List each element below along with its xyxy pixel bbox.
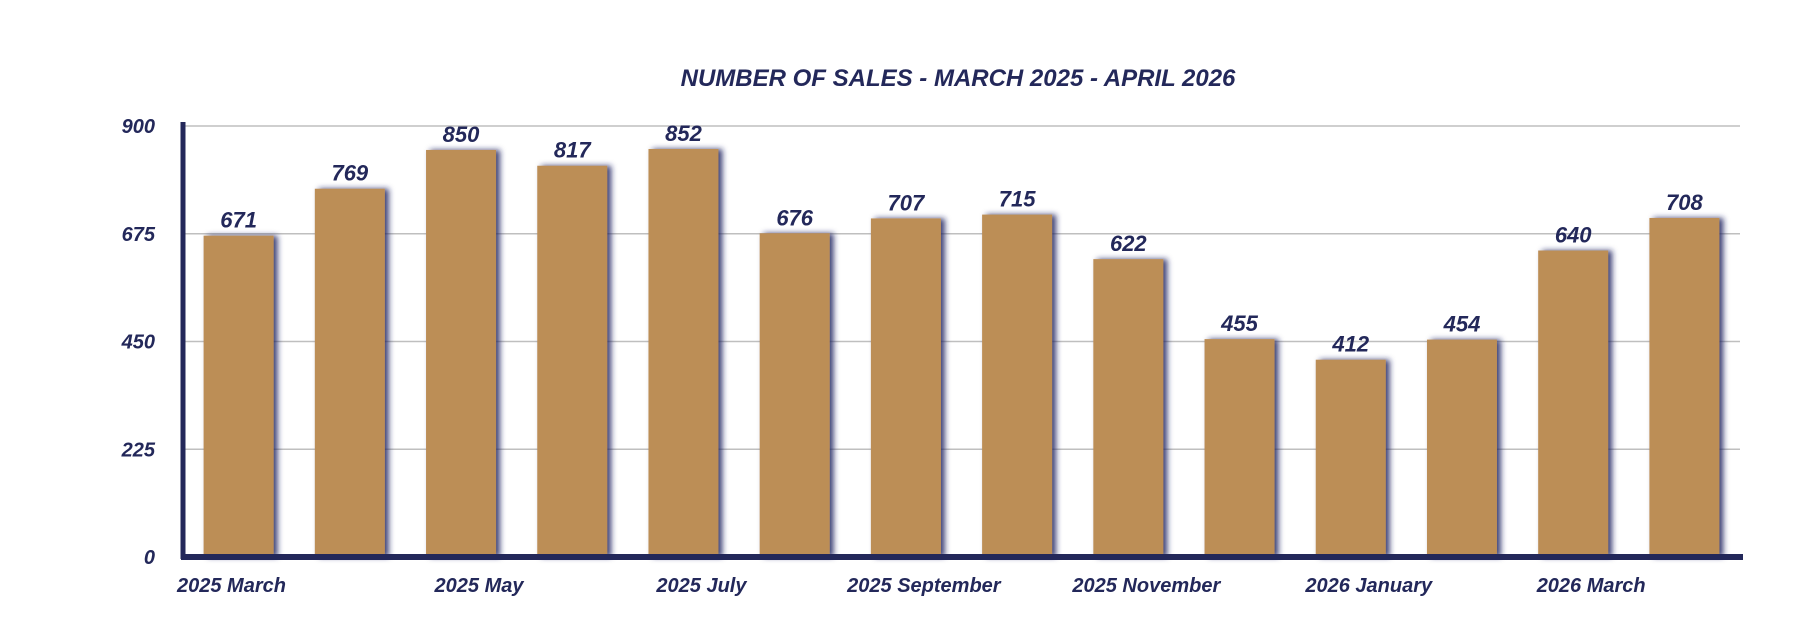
bar (537, 165, 608, 557)
x-tick-labels: 2025 March 2025 May 2025 July 2025 Septembe… (176, 575, 1646, 597)
data-label: 640 (1555, 223, 1592, 248)
x-tick-label: 2025 May (434, 575, 525, 597)
data-label: 454 (1443, 312, 1481, 337)
y-tick-labels: 0 225 450 675 900 (121, 116, 156, 569)
x-tick-label: 2025 November (1071, 575, 1221, 597)
bar (426, 149, 497, 557)
x-tick-label: 2025 March (176, 575, 286, 597)
bar (982, 214, 1053, 557)
bar (1649, 217, 1720, 558)
bar (203, 235, 274, 557)
gridlines (183, 125, 1740, 450)
bar (648, 148, 719, 557)
data-label: 769 (331, 161, 368, 186)
x-tick-label: 2025 July (655, 575, 747, 597)
bar (870, 218, 941, 558)
data-label: 715 (999, 187, 1036, 212)
axes (180, 122, 1743, 560)
data-label: 817 (554, 138, 592, 163)
x-tick-label: 2025 September (846, 575, 1002, 597)
y-tick-label: 0 (144, 547, 155, 569)
x-tick-label: 2026 March (1536, 575, 1646, 597)
data-label: 455 (1220, 311, 1258, 336)
bar (759, 233, 830, 557)
y-tick-label: 450 (121, 332, 155, 354)
bar (1093, 259, 1164, 557)
data-label: 852 (665, 121, 702, 146)
chart-title: NUMBER OF SALES - MARCH 2025 - APRIL 202… (681, 65, 1236, 92)
bar (314, 188, 385, 558)
bars (203, 148, 1720, 558)
y-tick-label: 675 (122, 224, 156, 246)
x-tick-label: 2026 January (1304, 575, 1433, 597)
y-tick-label: 225 (121, 439, 156, 461)
data-label: 708 (1666, 190, 1703, 215)
data-label: 671 (220, 208, 257, 233)
data-labels: 671 769 850 817 852 676 707 715 622 455 412 454 640 7… (220, 121, 1703, 357)
bar (1204, 339, 1275, 557)
data-label: 850 (443, 122, 480, 147)
data-label: 707 (888, 190, 926, 215)
bar (1538, 250, 1609, 557)
data-label: 412 (1331, 332, 1369, 357)
y-tick-label: 900 (122, 116, 155, 138)
bar (1426, 339, 1497, 557)
data-label: 622 (1110, 231, 1147, 256)
data-label: 676 (776, 205, 813, 230)
bar (1315, 359, 1386, 557)
